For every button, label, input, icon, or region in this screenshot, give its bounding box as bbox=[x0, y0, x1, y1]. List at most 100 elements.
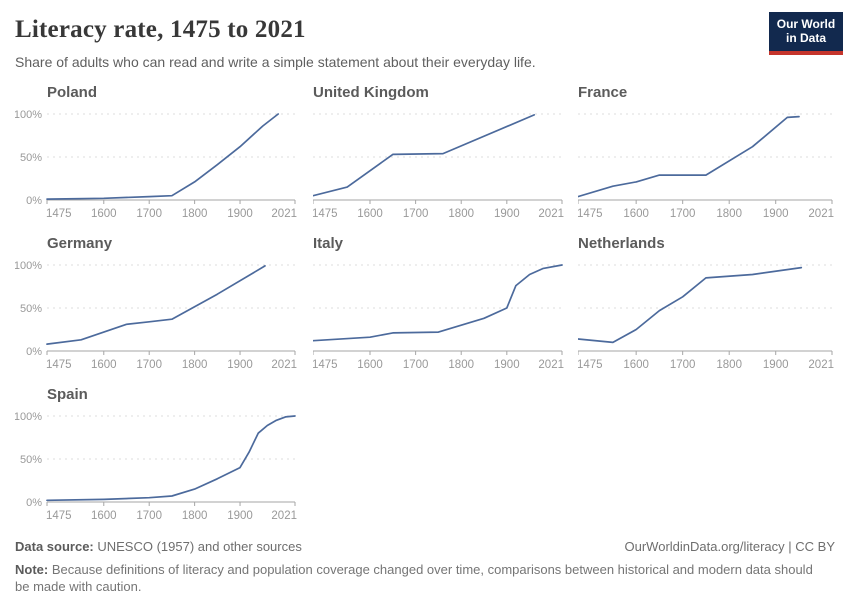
x-tick-label: 1475 bbox=[46, 510, 72, 520]
x-tick-label: 1900 bbox=[494, 208, 520, 218]
x-tick-label: 1600 bbox=[357, 359, 383, 369]
y-tick-label: 50% bbox=[20, 454, 42, 466]
x-tick-label: 1900 bbox=[227, 208, 253, 218]
x-tick-label: 1600 bbox=[91, 208, 117, 218]
credit-link[interactable]: OurWorldinData.org/literacy | CC BY bbox=[624, 538, 835, 554]
x-tick-label: 1800 bbox=[182, 510, 208, 520]
y-tick-label: 100% bbox=[15, 411, 42, 423]
x-tick-label: 1700 bbox=[403, 359, 429, 369]
x-tick-label: 1475 bbox=[578, 208, 603, 218]
x-tick-label: 1600 bbox=[91, 510, 117, 520]
footnote-label: Note: bbox=[15, 561, 49, 577]
x-tick-label: 1700 bbox=[136, 510, 162, 520]
literacy-rate-line[interactable] bbox=[46, 264, 266, 345]
line-chart-svg: 1475 1600 1700 1800 1900 2021 0% 50% 100% bbox=[15, 260, 297, 369]
panel-title: Italy bbox=[313, 234, 344, 252]
x-tick-label: 1475 bbox=[46, 208, 72, 218]
line-chart-plot: 1475 1600 1700 1800 1900 2021 0% 50% 100% bbox=[15, 408, 298, 520]
chart-footer: Data source: UNESCO (1957) and other sou… bbox=[15, 539, 835, 596]
data-source-label: Data source: bbox=[15, 538, 94, 554]
data-source-text: UNESCO (1957) and other sources bbox=[93, 538, 302, 554]
x-tick-label: 1700 bbox=[403, 208, 429, 218]
literacy-rate-line[interactable] bbox=[578, 115, 800, 198]
x-tick-label: 1475 bbox=[313, 208, 338, 218]
x-tick-label: 1900 bbox=[763, 359, 789, 369]
line-chart-svg: 1475 1600 1700 1800 1900 2021 0% 50% 100% bbox=[15, 411, 297, 520]
x-tick-label: 2021 bbox=[538, 359, 564, 369]
chart-header: Literacy rate, 1475 to 2021 Share of adu… bbox=[0, 0, 850, 70]
owid-logo-line2: in Data bbox=[785, 30, 826, 45]
panel-title: France bbox=[578, 83, 628, 101]
x-tick-label: 1800 bbox=[182, 208, 208, 218]
panel-title: Netherlands bbox=[578, 234, 665, 252]
x-tick-label: 1700 bbox=[136, 208, 162, 218]
owid-logo-line1: Our World bbox=[776, 17, 836, 31]
owid-logo[interactable]: Our World in Data bbox=[769, 12, 843, 55]
charts-grid: Poland 1475 1600 1700 1800 1900 2021 0% 50% 100% U… bbox=[15, 84, 850, 520]
x-tick-label: 1800 bbox=[716, 359, 742, 369]
x-tick-label: 1800 bbox=[448, 208, 474, 218]
panel-title: Poland bbox=[47, 83, 98, 101]
x-tick-label: 2021 bbox=[808, 359, 834, 369]
x-tick-label: 1700 bbox=[136, 359, 162, 369]
x-tick-label: 2021 bbox=[271, 510, 297, 520]
line-chart-svg: 1475 1600 1700 1800 1900 2021 bbox=[313, 113, 564, 218]
chart-panel-france: France 1475 1600 1700 1800 1900 2021 bbox=[565, 84, 835, 218]
line-chart-plot: 1475 1600 1700 1800 1900 2021 0% 50% 100% bbox=[15, 257, 298, 369]
literacy-rate-line[interactable] bbox=[46, 112, 280, 200]
line-chart-svg: 1475 1600 1700 1800 1900 2021 bbox=[578, 264, 834, 369]
line-chart-svg: 1475 1600 1700 1800 1900 2021 bbox=[578, 113, 834, 218]
x-tick-label: 1900 bbox=[494, 359, 520, 369]
x-tick-label: 1475 bbox=[46, 359, 72, 369]
y-tick-label: 50% bbox=[20, 152, 42, 164]
x-tick-label: 2021 bbox=[271, 208, 297, 218]
chart-panel-united-kingdom: United Kingdom 1475 1600 1700 1800 1900 2021 bbox=[298, 84, 565, 218]
chart-panel-netherlands: Netherlands 1475 1600 1700 1800 1900 2021 bbox=[565, 235, 835, 369]
panel-title: United Kingdom bbox=[313, 83, 429, 101]
panel-title: Spain bbox=[47, 385, 88, 403]
x-tick-label: 1600 bbox=[91, 359, 117, 369]
y-tick-label: 0% bbox=[26, 346, 42, 358]
y-tick-label: 100% bbox=[15, 109, 42, 121]
panel-title: Germany bbox=[47, 234, 113, 252]
x-tick-label: 1475 bbox=[313, 359, 338, 369]
x-tick-label: 1475 bbox=[578, 359, 603, 369]
x-tick-label: 2021 bbox=[271, 359, 297, 369]
x-tick-label: 1800 bbox=[448, 359, 474, 369]
literacy-rate-line[interactable] bbox=[313, 113, 536, 197]
literacy-rate-line[interactable] bbox=[578, 266, 803, 344]
chart-panel-germany: Germany 1475 1600 1700 1800 1900 2021 0% 50% 100% bbox=[15, 235, 298, 369]
x-tick-label: 1800 bbox=[182, 359, 208, 369]
x-tick-label: 1600 bbox=[623, 359, 649, 369]
y-tick-label: 100% bbox=[15, 260, 42, 272]
x-tick-label: 1900 bbox=[227, 510, 253, 520]
literacy-rate-line[interactable] bbox=[313, 263, 563, 342]
x-tick-label: 2021 bbox=[538, 208, 564, 218]
y-tick-label: 50% bbox=[20, 303, 42, 315]
chart-panel-spain: Spain 1475 1600 1700 1800 1900 2021 0% 50% 100% bbox=[15, 386, 298, 520]
line-chart-svg: 1475 1600 1700 1800 1900 2021 bbox=[313, 263, 564, 369]
x-tick-label: 1900 bbox=[763, 208, 789, 218]
source-row: Data source: UNESCO (1957) and other sou… bbox=[15, 539, 835, 554]
x-tick-label: 1900 bbox=[227, 359, 253, 369]
footnote-text: Because definitions of literacy and popu… bbox=[15, 561, 813, 595]
chart-panel-poland: Poland 1475 1600 1700 1800 1900 2021 0% 50% 100% bbox=[15, 84, 298, 218]
x-tick-label: 2021 bbox=[808, 208, 834, 218]
line-chart-plot: 1475 1600 1700 1800 1900 2021 0% 50% 100% bbox=[15, 106, 298, 218]
line-chart-plot: 1475 1600 1700 1800 1900 2021 bbox=[578, 106, 835, 218]
line-chart-plot: 1475 1600 1700 1800 1900 2021 bbox=[313, 106, 565, 218]
line-chart-svg: 1475 1600 1700 1800 1900 2021 0% 50% 100% bbox=[15, 109, 297, 218]
y-tick-label: 0% bbox=[26, 195, 42, 207]
x-tick-label: 1600 bbox=[357, 208, 383, 218]
literacy-rate-line[interactable] bbox=[46, 414, 296, 501]
x-tick-label: 1700 bbox=[670, 359, 696, 369]
line-chart-plot: 1475 1600 1700 1800 1900 2021 bbox=[578, 257, 835, 369]
line-chart-plot: 1475 1600 1700 1800 1900 2021 bbox=[313, 257, 565, 369]
footnote: Note: Because definitions of literacy an… bbox=[15, 561, 820, 596]
data-source: Data source: UNESCO (1957) and other sou… bbox=[15, 539, 302, 554]
chart-panel-italy: Italy 1475 1600 1700 1800 1900 2021 bbox=[298, 235, 565, 369]
x-tick-label: 1800 bbox=[716, 208, 742, 218]
x-tick-label: 1600 bbox=[623, 208, 649, 218]
x-tick-label: 1700 bbox=[670, 208, 696, 218]
